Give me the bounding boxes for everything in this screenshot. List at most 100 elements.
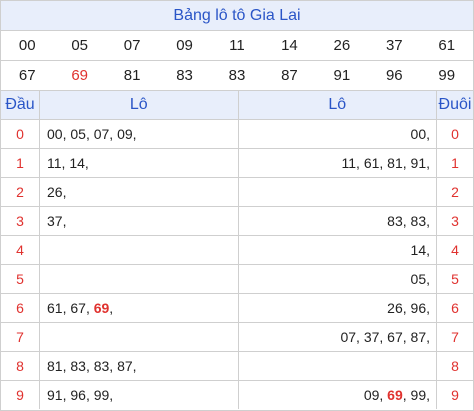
lo-right-cell [238,351,437,381]
lo-number: 37 [47,213,63,229]
table-header-row: Đầu Lô Lô Đuôi [1,91,473,120]
lo-left-cell [39,322,239,352]
duoi-digit: 9 [436,380,473,409]
numbers-row-1: 00 05 07 09 11 14 26 37 61 [1,31,473,61]
dau-digit: 5 [1,264,40,294]
header-dau: Đầu [1,91,40,120]
number-cell: 67 [18,67,36,84]
duoi-digit: 3 [436,206,473,236]
lo-right-cell: 05, [238,264,437,294]
number-cell: 83 [228,67,246,84]
dau-digit: 6 [1,293,40,323]
number-cell: 07 [123,37,141,54]
lo-number: 26 [47,184,63,200]
lo-left-cell: 11, 14, [39,148,239,178]
lo-right-cell: 83, 83, [238,206,437,236]
lo-number: 61 [47,300,63,316]
lo-number: 99 [410,387,427,403]
number-cell: 83 [176,67,193,84]
table-row: 5 05, 5 [1,264,473,294]
number-cell: 81 [123,67,141,84]
dau-digit: 9 [1,380,40,409]
lo-left-cell: 91, 96, 99, [39,380,239,409]
lo-right-cell: 07, 37, 67, 87, [238,322,437,352]
lo-number: 14 [69,155,85,171]
lo-left-cell: 81, 83, 83, 87, [39,351,239,381]
lo-number: 05 [70,126,86,142]
lo-number: 87 [117,358,133,374]
number-cell: 37 [385,37,403,54]
lo-number: 91 [47,387,63,403]
table-row: 6 61, 67, 69, 26, 96, 6 [1,293,473,323]
lo-number: 14 [410,242,427,258]
lo-left-cell [39,264,239,294]
table-body: 0 00, 05, 07, 09, 00, 0 1 11, 14, 11, 61, 81, … [1,119,473,409]
duoi-digit: 2 [436,177,473,207]
lo-number: 00 [410,126,427,142]
dau-digit: 4 [1,235,40,265]
dau-digit: 8 [1,351,40,381]
lo-left-cell: 61, 67, 69, [39,293,239,323]
lo-number: 07 [340,329,357,345]
lo-left-cell [39,235,239,265]
header-duoi: Đuôi [436,91,473,120]
lo-number: 67 [387,329,403,345]
duoi-digit: 5 [436,264,473,294]
number-cell: 00 [18,37,36,54]
lo-number: 07 [93,126,110,142]
lo-left-cell: 37, [39,206,239,236]
lo-number: 69 [93,300,110,316]
dau-digit: 1 [1,148,40,178]
dau-digit: 3 [1,206,40,236]
duoi-digit: 6 [436,293,473,323]
board-title: Bảng lô tô Gia Lai [1,1,473,31]
lo-number: 69 [387,387,403,403]
lo-right-cell [238,177,437,207]
table-row: 8 81, 83, 83, 87, 8 [1,351,473,381]
lo-number: 91 [410,155,427,171]
numbers-row-2: 67 69 81 83 83 87 91 96 99 [1,61,473,91]
lo-number: 81 [47,358,63,374]
lo-number: 37 [363,329,380,345]
table-row: 3 37, 83, 83, 3 [1,206,473,236]
lo-left-cell: 26, [39,177,239,207]
duoi-digit: 1 [436,148,473,178]
lo-number: 99 [93,387,110,403]
head-tail-table: Đầu Lô Lô Đuôi 0 00, 05, 07, 09, 00, 0 1 11, … [1,91,473,409]
number-cell: 91 [333,67,351,84]
lo-right-cell: 00, [238,119,437,149]
lo-number: 83 [70,358,86,374]
duoi-digit: 8 [436,351,473,381]
number-cell: 09 [176,37,193,54]
lo-right-cell: 14, [238,235,437,265]
dau-digit: 7 [1,322,40,352]
number-cell: 69 [71,67,88,84]
table-row: 2 26, 2 [1,177,473,207]
table-row: 9 91, 96, 99, 09, 69, 99, 9 [1,380,473,409]
number-cell: 96 [385,67,403,84]
table-row: 0 00, 05, 07, 09, 00, 0 [1,119,473,149]
lo-right-cell: 09, 69, 99, [363,387,430,403]
table-row: 1 11, 14, 11, 61, 81, 91, 1 [1,148,473,178]
number-cell: 26 [333,37,351,54]
lo-number: 11 [341,155,357,171]
lo-number: 05 [410,271,427,287]
table-row: 7 07, 37, 67, 87, 7 [1,322,473,352]
duoi-digit: 4 [436,235,473,265]
dau-digit: 2 [1,177,40,207]
lo-right-cell: 11, 61, 81, 91, [238,148,437,178]
lo-number: 09 [363,387,380,403]
header-lo-left: Lô [39,91,239,120]
lo-number: 83 [387,213,403,229]
lo-number: 83 [93,358,110,374]
duoi-digit: 0 [436,119,473,149]
lo-number: 67 [70,300,86,316]
lo-number: 61 [363,155,380,171]
lo-number: 96 [410,300,427,316]
number-cell: 11 [229,37,245,54]
lo-left-cell: 00, 05, 07, 09, [39,119,239,149]
number-cell: 14 [281,37,298,54]
header-lo-right: Lô [238,91,437,120]
number-cell: 99 [438,67,456,84]
